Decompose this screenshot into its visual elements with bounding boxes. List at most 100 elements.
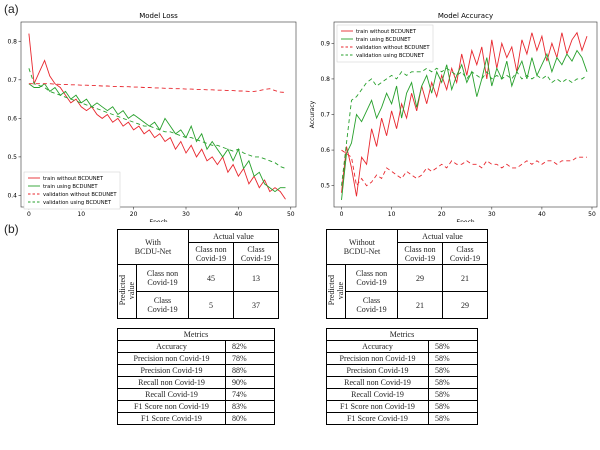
series-line-2 — [28, 83, 286, 93]
metric-name: F1 Score Covid-19 — [117, 412, 226, 425]
metric-name: Precision Covid-19 — [117, 364, 226, 377]
metric-value: 83% — [225, 400, 275, 413]
metric-value: 58% — [428, 364, 478, 377]
legend-label: train without BCDUNET — [356, 29, 417, 35]
metric-value: 58% — [428, 412, 478, 425]
x-tick-label: 30 — [182, 211, 190, 218]
x-tick-label: 0 — [27, 211, 31, 218]
metric-row: Recall non Covid-19 58% — [326, 376, 478, 389]
x-tick-label: 10 — [77, 211, 85, 218]
matrix-corner-label: Without BCDU-Net — [326, 229, 398, 265]
metric-row: Accuracy 82% — [117, 340, 275, 353]
matrix-cell: 21 — [397, 291, 443, 319]
matrix-cell: 37 — [233, 291, 279, 319]
y-tick-label: 0.6 — [7, 115, 17, 122]
x-tick-label: 20 — [130, 211, 138, 218]
legend-label: validation using BCDUNET — [356, 53, 425, 59]
metric-row: Precision non Covid-19 78% — [117, 352, 275, 365]
x-tick-label: 40 — [235, 211, 243, 218]
metric-name: F1 Score non Covid-19 — [117, 400, 226, 413]
legend-label: train without BCDUNET — [43, 176, 104, 182]
metric-row: Recall Covid-19 74% — [117, 388, 275, 401]
confusion-matrix: Without BCDU-Net Actual value Class non Covi… — [326, 229, 488, 319]
metric-value: 58% — [428, 400, 478, 413]
series-line-0 — [28, 33, 286, 200]
series-line-0 — [341, 31, 588, 197]
predicted-value-header: Predicted value — [326, 264, 346, 319]
y-tick-label: 0.8 — [7, 38, 17, 45]
metric-value: 88% — [225, 364, 275, 377]
metric-value: 58% — [428, 376, 478, 389]
x-tick-label: 20 — [438, 211, 446, 218]
row-header: Class non Covid-19 — [136, 264, 189, 292]
metric-row: F1 Score Covid-19 80% — [117, 412, 275, 425]
series-line-3 — [28, 68, 286, 169]
metric-row: Precision non Covid-19 58% — [326, 352, 478, 365]
matrix-cell: 21 — [442, 264, 488, 292]
metric-row: F1 Score non Covid-19 83% — [117, 400, 275, 413]
column-header: Class Covid-19 — [233, 242, 279, 265]
matrix-corner-label: With BCDU-Net — [117, 229, 189, 265]
matrix-cell: 13 — [233, 264, 279, 292]
y-axis-label: Accuracy — [309, 100, 316, 128]
metric-row: Precision Covid-19 88% — [117, 364, 275, 377]
y-tick-label: 0.6 — [320, 147, 330, 154]
metric-name: Precision non Covid-19 — [117, 352, 226, 365]
metric-value: 82% — [225, 340, 275, 353]
confusion-matrix: With BCDU-Net Actual value Class non Covid-1… — [117, 229, 279, 319]
series-line-1 — [341, 49, 588, 200]
matrix-cell: 5 — [188, 291, 234, 319]
actual-value-header: Actual value — [397, 229, 488, 243]
row-header: Class Covid-19 — [345, 291, 398, 319]
metric-row: Precision Covid-19 58% — [326, 364, 478, 377]
legend-label: validation without BCDUNET — [356, 45, 430, 51]
metric-row: Recall Covid-19 58% — [326, 388, 478, 401]
y-tick-label: 0.8 — [320, 76, 330, 83]
panel-label-a: (a) — [4, 2, 19, 16]
metric-name: Recall Covid-19 — [117, 388, 226, 401]
x-axis-label: Epoch — [149, 219, 168, 222]
y-tick-label: 0.5 — [320, 183, 330, 190]
legend-label: validation without BCDUNET — [43, 192, 117, 198]
metric-name: Recall non Covid-19 — [326, 376, 429, 389]
legend-label: validation using BCDUNET — [43, 200, 112, 206]
row-header: Class non Covid-19 — [345, 264, 398, 292]
metric-name: Accuracy — [117, 340, 226, 353]
metric-row: Recall non Covid-19 90% — [117, 376, 275, 389]
y-tick-label: 0.5 — [7, 154, 17, 161]
actual-value-header: Actual value — [188, 229, 279, 243]
metric-row: F1 Score non Covid-19 58% — [326, 400, 478, 413]
matrix-cell: 45 — [188, 264, 234, 292]
chart-title: Model Loss — [139, 12, 178, 20]
row-header: Class Covid-19 — [136, 291, 189, 319]
y-tick-label: 0.9 — [320, 40, 330, 47]
x-tick-label: 30 — [488, 211, 496, 218]
legend-label: train using BCDUNET — [43, 184, 98, 190]
metric-name: F1 Score Covid-19 — [326, 412, 429, 425]
panel-label-b: (b) — [4, 222, 19, 236]
metric-value: 90% — [225, 376, 275, 389]
metric-name: Accuracy — [326, 340, 429, 353]
column-header: Class Covid-19 — [442, 242, 488, 265]
metric-name: Precision Covid-19 — [326, 364, 429, 377]
y-tick-label: 0.7 — [7, 77, 17, 84]
loss-chart: Model Loss 0 10 20 30 40 50 0.4 0.5 0.6 0.7 0.8 Epoc… — [7, 12, 297, 222]
metric-value: 58% — [428, 352, 478, 365]
metric-name: Precision non Covid-19 — [326, 352, 429, 365]
x-axis-label: Epoch — [456, 219, 475, 222]
matrix-cell: 29 — [442, 291, 488, 319]
x-tick-label: 50 — [287, 211, 295, 218]
metrics-title: Metrics — [117, 328, 275, 341]
metrics-title: Metrics — [326, 328, 478, 341]
metrics-table: Metrics Accuracy 82% Precision non Covid-19… — [117, 328, 275, 425]
chart-title: Model Accuracy — [438, 12, 493, 20]
legend-label: train using BCDUNET — [356, 37, 411, 43]
metric-name: Recall non Covid-19 — [117, 376, 226, 389]
metric-value: 80% — [225, 412, 275, 425]
y-tick-label: 0.7 — [320, 112, 330, 119]
x-tick-label: 10 — [388, 211, 396, 218]
accuracy-chart: Model Accuracy 0 10 20 30 40 50 0.5 0.6 0.7 0.8 0.9… — [309, 12, 598, 222]
metric-row: Accuracy 58% — [326, 340, 478, 353]
y-tick-label: 0.4 — [7, 192, 17, 199]
column-header: Class non Covid-19 — [188, 242, 234, 265]
